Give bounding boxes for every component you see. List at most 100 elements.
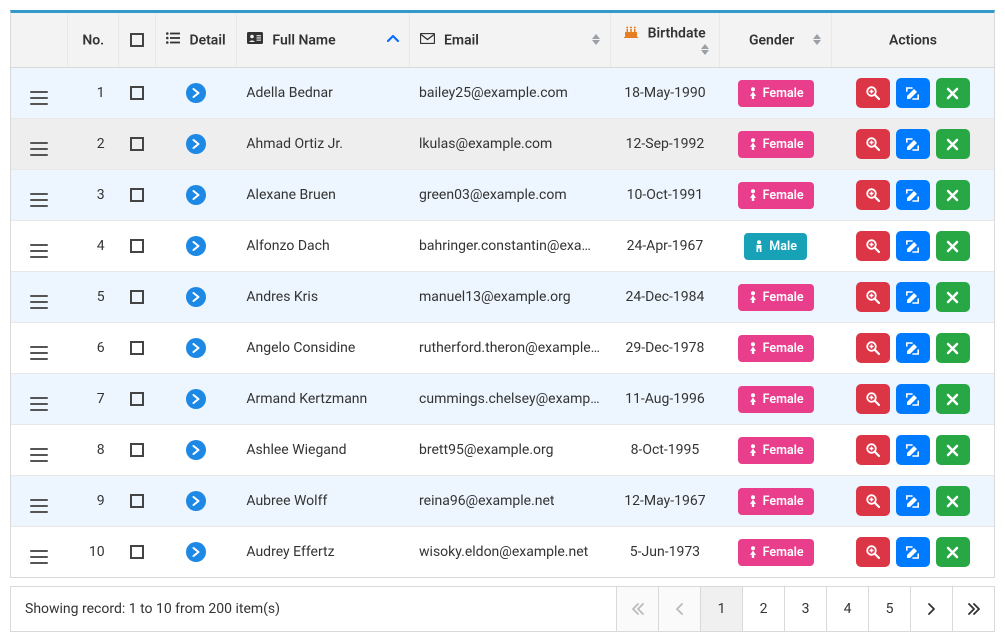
expand-row-button[interactable]	[186, 542, 206, 562]
expand-row-button[interactable]	[186, 134, 206, 154]
edit-icon	[905, 137, 920, 152]
close-icon	[946, 393, 959, 406]
row-actions	[856, 180, 970, 210]
expand-row-button[interactable]	[186, 491, 206, 511]
view-button[interactable]	[856, 435, 890, 465]
row-number: 10	[68, 527, 119, 578]
delete-button[interactable]	[936, 231, 970, 261]
row-checkbox[interactable]	[130, 86, 144, 100]
edit-button[interactable]	[896, 282, 930, 312]
birthday-cake-icon	[624, 25, 638, 42]
delete-button[interactable]	[936, 486, 970, 516]
view-button[interactable]	[856, 180, 890, 210]
edit-button[interactable]	[896, 537, 930, 567]
drag-handle-icon[interactable]	[30, 448, 48, 462]
header-gender[interactable]: Gender	[720, 13, 832, 68]
row-checkbox[interactable]	[130, 137, 144, 151]
row-checkbox[interactable]	[130, 239, 144, 253]
drag-handle-icon[interactable]	[30, 295, 48, 309]
view-button[interactable]	[856, 231, 890, 261]
row-checkbox[interactable]	[130, 494, 144, 508]
table-row: 7Armand Kertzmanncummings.chelsey@exampl…	[11, 374, 994, 425]
cell-birthdate: 11-Aug-1996	[610, 374, 720, 425]
expand-row-button[interactable]	[186, 236, 206, 256]
row-checkbox[interactable]	[130, 290, 144, 304]
view-button[interactable]	[856, 384, 890, 414]
edit-button[interactable]	[896, 180, 930, 210]
page-number-button[interactable]: 1	[700, 587, 742, 631]
expand-row-button[interactable]	[186, 83, 206, 103]
view-button[interactable]	[856, 282, 890, 312]
delete-button[interactable]	[936, 384, 970, 414]
row-number: 8	[68, 425, 119, 476]
close-icon	[946, 189, 959, 202]
header-no[interactable]: No.	[68, 13, 119, 68]
chevron-right-icon	[192, 547, 200, 557]
cell-email: brett95@example.org	[409, 425, 610, 476]
drag-handle-icon[interactable]	[30, 142, 48, 156]
expand-row-button[interactable]	[186, 287, 206, 307]
row-checkbox[interactable]	[130, 545, 144, 559]
view-button[interactable]	[856, 333, 890, 363]
drag-handle-icon[interactable]	[30, 550, 48, 564]
edit-button[interactable]	[896, 231, 930, 261]
drag-handle-icon[interactable]	[30, 499, 48, 513]
header-detail: Detail	[155, 13, 236, 68]
page-first-button[interactable]	[616, 587, 658, 631]
header-birthdate[interactable]: Birthdate	[610, 13, 720, 68]
row-checkbox[interactable]	[130, 188, 144, 202]
gender-badge: Male	[744, 233, 807, 260]
gender-label: Female	[763, 137, 804, 152]
expand-row-button[interactable]	[186, 185, 206, 205]
view-button[interactable]	[856, 129, 890, 159]
drag-handle-icon[interactable]	[30, 397, 48, 411]
edit-button[interactable]	[896, 384, 930, 414]
zoom-in-icon	[865, 442, 881, 458]
row-actions	[856, 384, 970, 414]
close-icon	[946, 546, 959, 559]
expand-row-button[interactable]	[186, 338, 206, 358]
delete-button[interactable]	[936, 435, 970, 465]
chevron-right-icon	[192, 190, 200, 200]
drag-handle-icon[interactable]	[30, 193, 48, 207]
zoom-in-icon	[865, 544, 881, 560]
view-button[interactable]	[856, 78, 890, 108]
page-last-button[interactable]	[952, 587, 994, 631]
edit-button[interactable]	[896, 78, 930, 108]
page-number-button[interactable]: 2	[742, 587, 784, 631]
edit-button[interactable]	[896, 486, 930, 516]
row-number: 5	[68, 272, 119, 323]
page-next-button[interactable]	[910, 587, 952, 631]
page-number-button[interactable]: 5	[868, 587, 910, 631]
header-select-all[interactable]	[119, 13, 156, 68]
header-email[interactable]: Email	[409, 13, 610, 68]
expand-row-button[interactable]	[186, 389, 206, 409]
delete-button[interactable]	[936, 129, 970, 159]
delete-button[interactable]	[936, 282, 970, 312]
cell-email: green03@example.com	[409, 170, 610, 221]
delete-button[interactable]	[936, 537, 970, 567]
row-checkbox[interactable]	[130, 443, 144, 457]
page-number-button[interactable]: 4	[826, 587, 868, 631]
edit-button[interactable]	[896, 333, 930, 363]
delete-button[interactable]	[936, 78, 970, 108]
drag-handle-icon[interactable]	[30, 244, 48, 258]
expand-row-button[interactable]	[186, 440, 206, 460]
row-checkbox[interactable]	[130, 341, 144, 355]
delete-button[interactable]	[936, 180, 970, 210]
close-icon	[946, 240, 959, 253]
row-checkbox[interactable]	[130, 392, 144, 406]
header-full-name[interactable]: Full Name	[236, 13, 409, 68]
checkbox-icon[interactable]	[130, 33, 144, 47]
page-number-button[interactable]: 3	[784, 587, 826, 631]
drag-handle-icon[interactable]	[30, 346, 48, 360]
page-prev-button[interactable]	[658, 587, 700, 631]
edit-button[interactable]	[896, 129, 930, 159]
view-button[interactable]	[856, 537, 890, 567]
drag-handle-icon[interactable]	[30, 91, 48, 105]
gender-badge: Female	[738, 437, 814, 464]
edit-button[interactable]	[896, 435, 930, 465]
chevrons-right-icon	[967, 603, 981, 615]
delete-button[interactable]	[936, 333, 970, 363]
view-button[interactable]	[856, 486, 890, 516]
